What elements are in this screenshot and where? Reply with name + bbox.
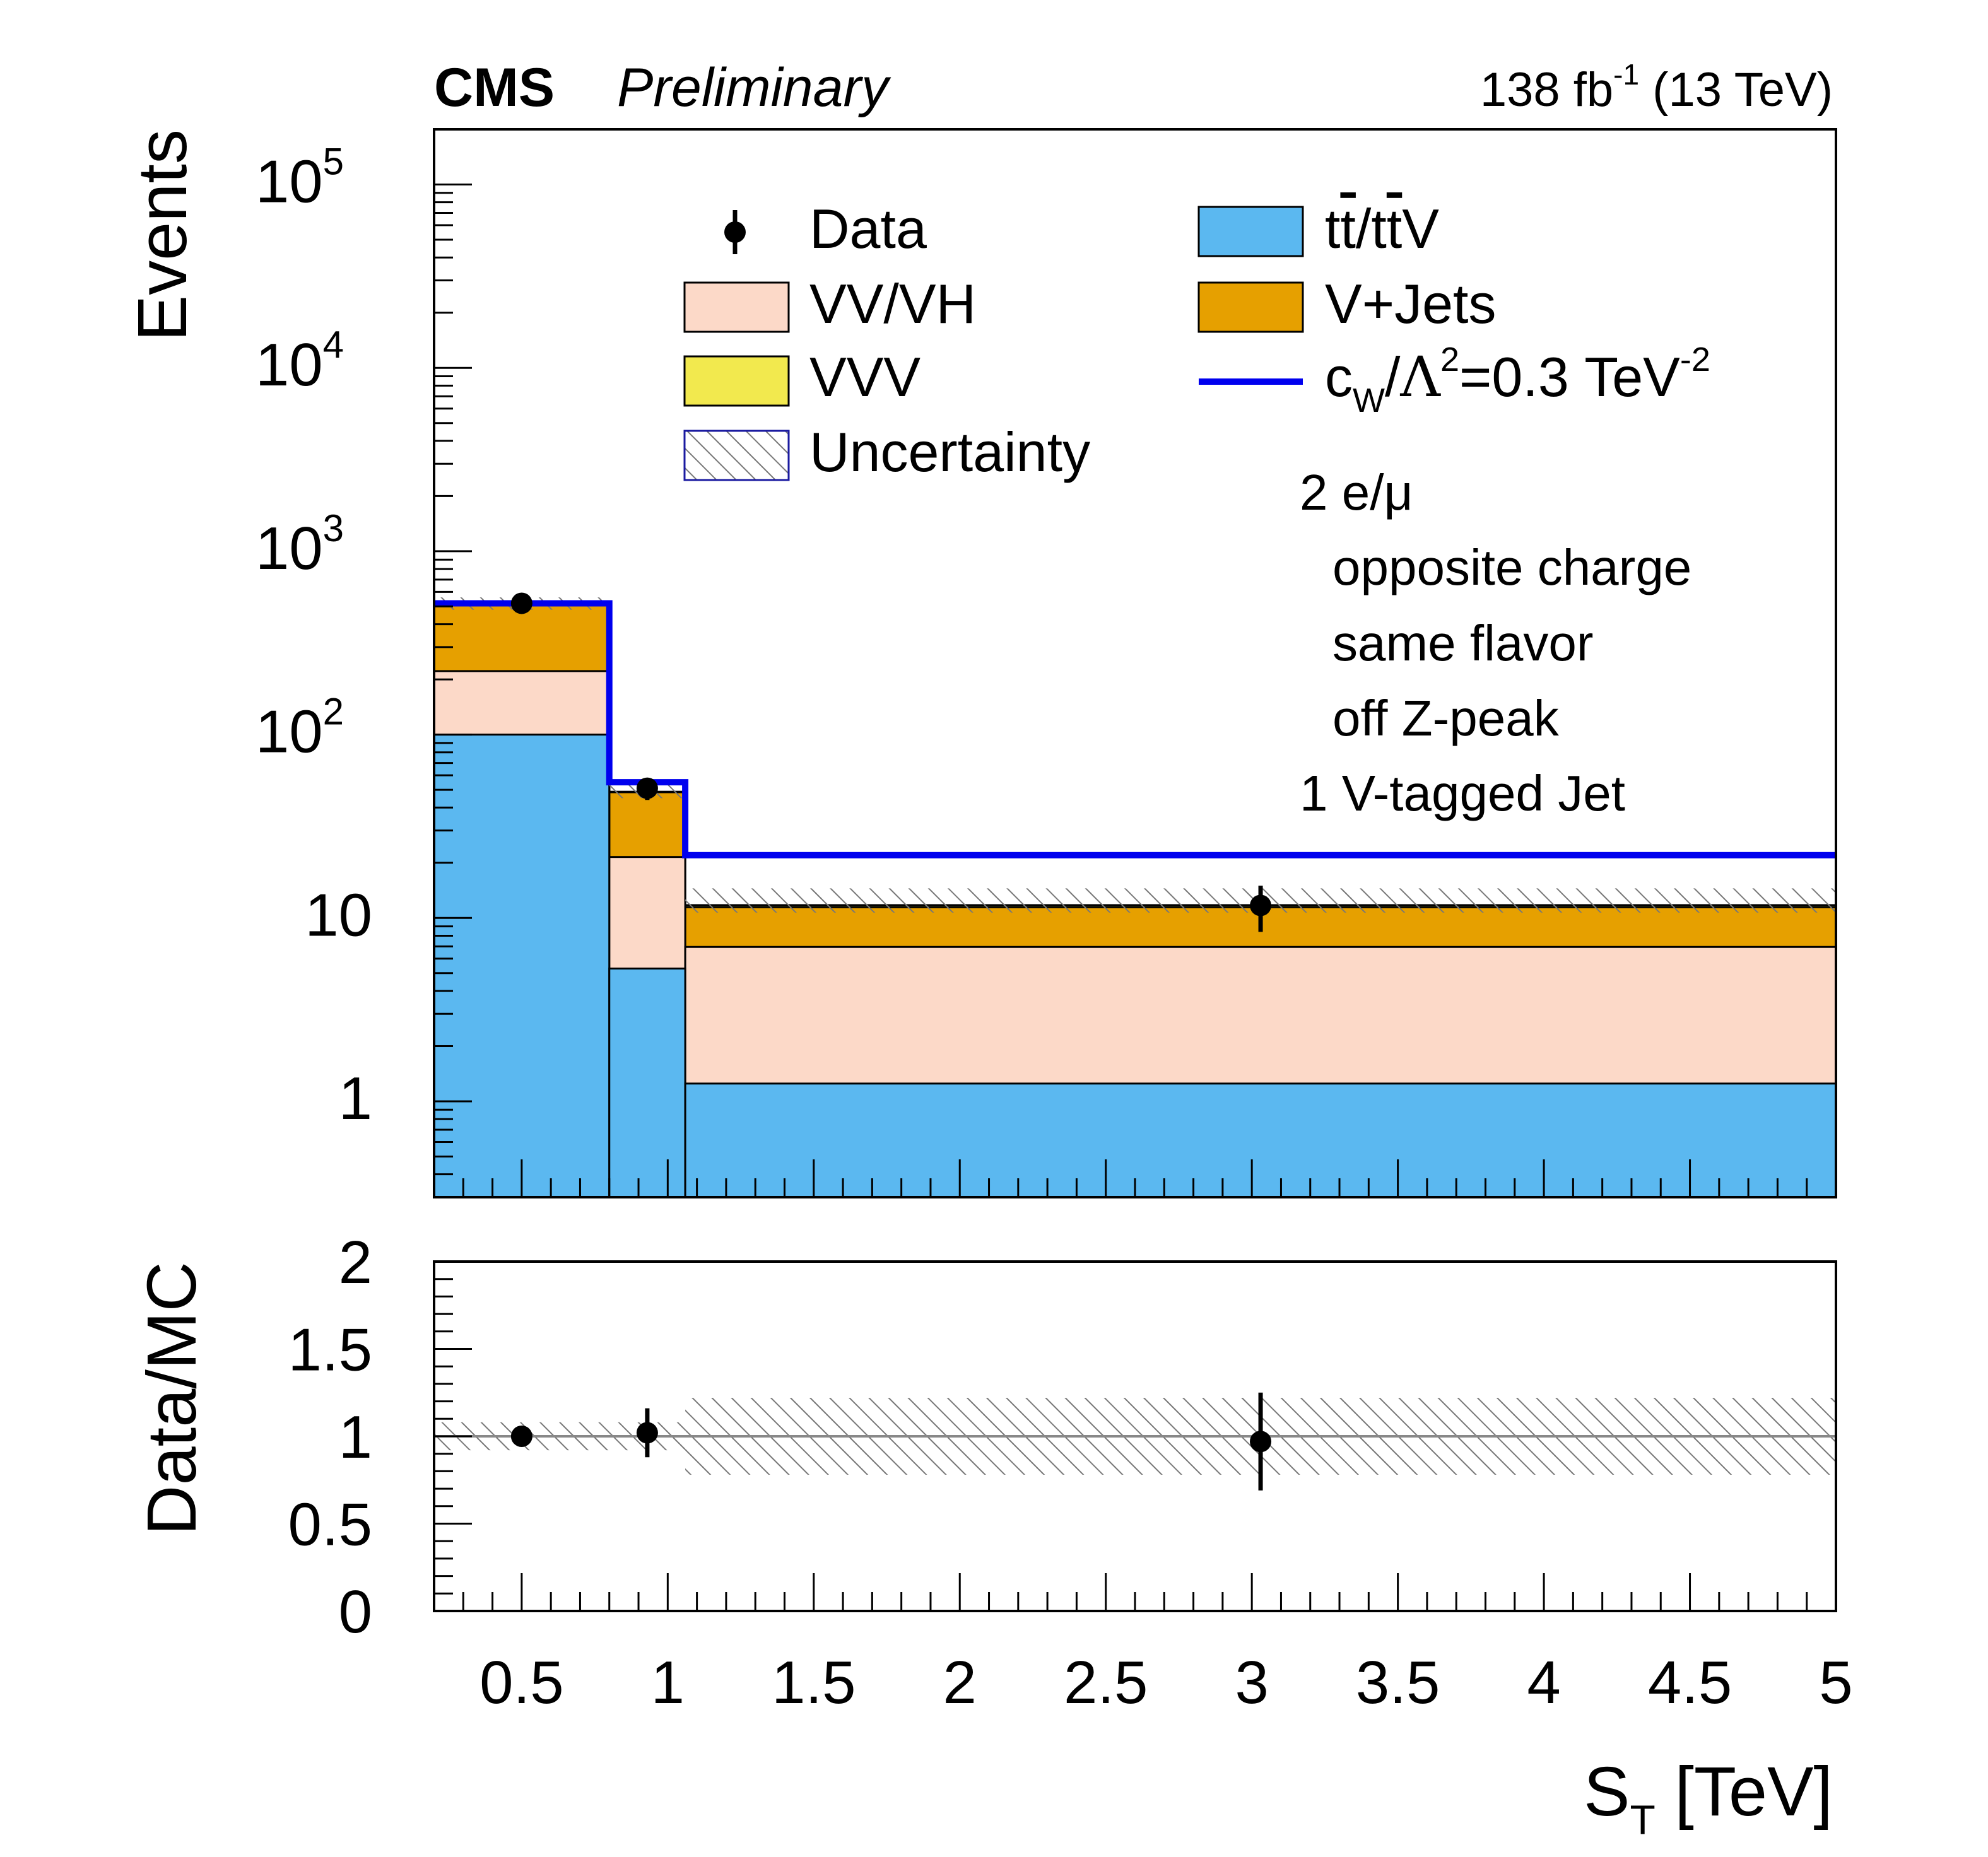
legend-entry-ttbar: tt/ttV <box>1197 197 1439 260</box>
top-y-tick-label-exp-4: 4 <box>323 324 344 366</box>
legend-ttbar-t1: t <box>1325 197 1340 260</box>
legend-uncertainty-swatch <box>683 430 790 481</box>
legend-ttbar-t3: t <box>1371 197 1386 260</box>
data-point-2 <box>1250 894 1272 917</box>
legend-ttbar-t4: t <box>1387 197 1402 260</box>
annotation-charge: opposite charge <box>1332 539 1691 595</box>
legend-signal-c: c <box>1325 346 1353 408</box>
legend-entry-uncertainty: Uncertainty <box>683 421 1090 483</box>
x-tick-label-7: 4 <box>1527 1649 1560 1716</box>
legend-entry-vjets: V+Jets <box>1197 272 1496 335</box>
x-tick-label-5: 3 <box>1235 1649 1268 1716</box>
legend-entry-vvvh: VV/VH <box>683 272 976 335</box>
x-axis-title-var: S <box>1584 1753 1630 1831</box>
annotation-leptons: 2 e/μ <box>1300 464 1413 520</box>
x-tick-label-3: 2 <box>943 1649 977 1716</box>
legend-entry-data: Data <box>724 197 927 260</box>
ratio-y-tick-label-2: 1 <box>339 1403 372 1471</box>
ratio-y-tick-label-0: 0 <box>339 1578 372 1646</box>
annotation-flavor: same flavor <box>1332 615 1593 671</box>
experiment-label: CMS <box>434 57 555 118</box>
top-y-tick-label-exp-5: 5 <box>323 141 344 183</box>
legend-vvvh-swatch <box>683 281 790 333</box>
legend-entry-vvv: VVV <box>683 346 920 408</box>
x-axis-title: ST [TeV] <box>1584 1753 1833 1843</box>
data-point-1 <box>636 777 658 799</box>
top-y-tick-label-exp-2: 2 <box>323 691 344 733</box>
legend-signal-slash: / <box>1385 346 1401 408</box>
legend-ttbar-label: tt/ttV <box>1325 197 1439 260</box>
x-tick-label-1: 1 <box>651 1649 685 1716</box>
top-y-tick-label-2: 102 <box>256 691 344 766</box>
top-y-tick-label-1: 10 <box>305 881 372 949</box>
ratio-point-2 <box>1250 1431 1272 1453</box>
top-y-tick-label-base-1: 10 <box>305 881 372 949</box>
y-axis-title-bottom: Data/MC <box>133 1262 211 1535</box>
legend-ttbar-swatch <box>1197 206 1304 257</box>
legend-data-marker <box>724 221 746 243</box>
legend-vvvh-label: VV/VH <box>809 272 976 335</box>
y-axis-title-top: Events <box>124 129 201 341</box>
x-tick-label-2: 1.5 <box>772 1649 856 1716</box>
lumi-label: 138 fb-1 (13 TeV) <box>1480 58 1833 117</box>
energy-value: (13 TeV) <box>1639 63 1833 117</box>
ratio-point-1 <box>636 1422 658 1444</box>
status-label: Preliminary <box>617 57 891 118</box>
legend-ttbar-v: V <box>1402 197 1439 260</box>
ratio-y-tick-label-3: 1.5 <box>288 1316 372 1384</box>
selection-annotations: 2 e/μ opposite charge same flavor off Z-… <box>1300 464 1691 821</box>
x-tick-label-0: 0.5 <box>479 1649 563 1716</box>
legend-data-label: Data <box>809 197 927 260</box>
x-tick-label-9: 5 <box>1819 1649 1852 1716</box>
legend-vvv-label: VVV <box>809 346 920 408</box>
legend-signal-label: cW/Λ2=0.3 TeV-2 <box>1325 341 1710 419</box>
top-y-tick-label-0: 1 <box>339 1065 372 1132</box>
legend-entry-signal: cW/Λ2=0.3 TeV-2 <box>1199 341 1710 419</box>
stack-bar-tt-ttv-1 <box>608 967 686 1198</box>
x-axis-title-unit: [TeV] <box>1656 1753 1833 1831</box>
annotation-zpeak: off Z-peak <box>1332 690 1560 746</box>
x-tick-label-6: 3.5 <box>1356 1649 1440 1716</box>
top-y-tick-label-base-2: 10 <box>256 698 323 766</box>
legend-vvv-swatch <box>683 355 790 407</box>
legend-signal-exp: -2 <box>1680 341 1710 378</box>
top-y-tick-label-base-5: 10 <box>256 148 323 216</box>
top-y-tick-label-base-4: 10 <box>256 331 323 399</box>
top-y-tick-label-exp-3: 3 <box>323 507 344 549</box>
x-axis-title-sub: T <box>1630 1796 1655 1843</box>
stack-bar-tt-ttv-2 <box>684 1082 1837 1198</box>
stack-bar-tt-ttv-0 <box>433 734 611 1198</box>
legend-vjets-swatch <box>1197 281 1304 333</box>
top-y-tick-label-base-3: 10 <box>256 515 323 582</box>
ratio-point-0 <box>510 1426 532 1447</box>
annotation-jet: 1 V-tagged Jet <box>1300 765 1625 821</box>
ratio-y-tick-label-1: 0.5 <box>288 1491 372 1559</box>
x-tick-label-4: 2.5 <box>1064 1649 1148 1716</box>
x-tick-label-8: 4.5 <box>1648 1649 1732 1716</box>
lumi-value: 138 fb <box>1480 63 1613 117</box>
legend-signal-lambda: Λ <box>1399 344 1441 409</box>
data-point-0 <box>510 592 532 614</box>
top-y-tick-label-5: 105 <box>256 141 344 216</box>
legend-signal-sq: 2 <box>1440 341 1459 378</box>
legend-ttbar-t2: t <box>1340 197 1355 260</box>
legend: Data VV/VH VVV Uncertainty tt/ttV V+Jets… <box>683 197 1710 483</box>
top-y-tick-label-3: 103 <box>256 507 344 582</box>
legend-uncertainty-label: Uncertainty <box>809 421 1090 483</box>
legend-signal-rest: =0.3 TeV <box>1459 346 1680 408</box>
legend-vjets-label: V+Jets <box>1325 272 1496 335</box>
legend-signal-w: W <box>1353 382 1385 419</box>
top-y-tick-label-base-0: 1 <box>339 1065 372 1132</box>
top-y-tick-label-4: 104 <box>256 324 344 399</box>
lumi-exponent: -1 <box>1613 58 1639 91</box>
ratio-panel: 0 0.5 1 1.5 2 <box>288 1229 1837 1646</box>
ratio-y-tick-label-4: 2 <box>339 1229 372 1296</box>
legend-ttbar-sep: / <box>1356 197 1372 260</box>
